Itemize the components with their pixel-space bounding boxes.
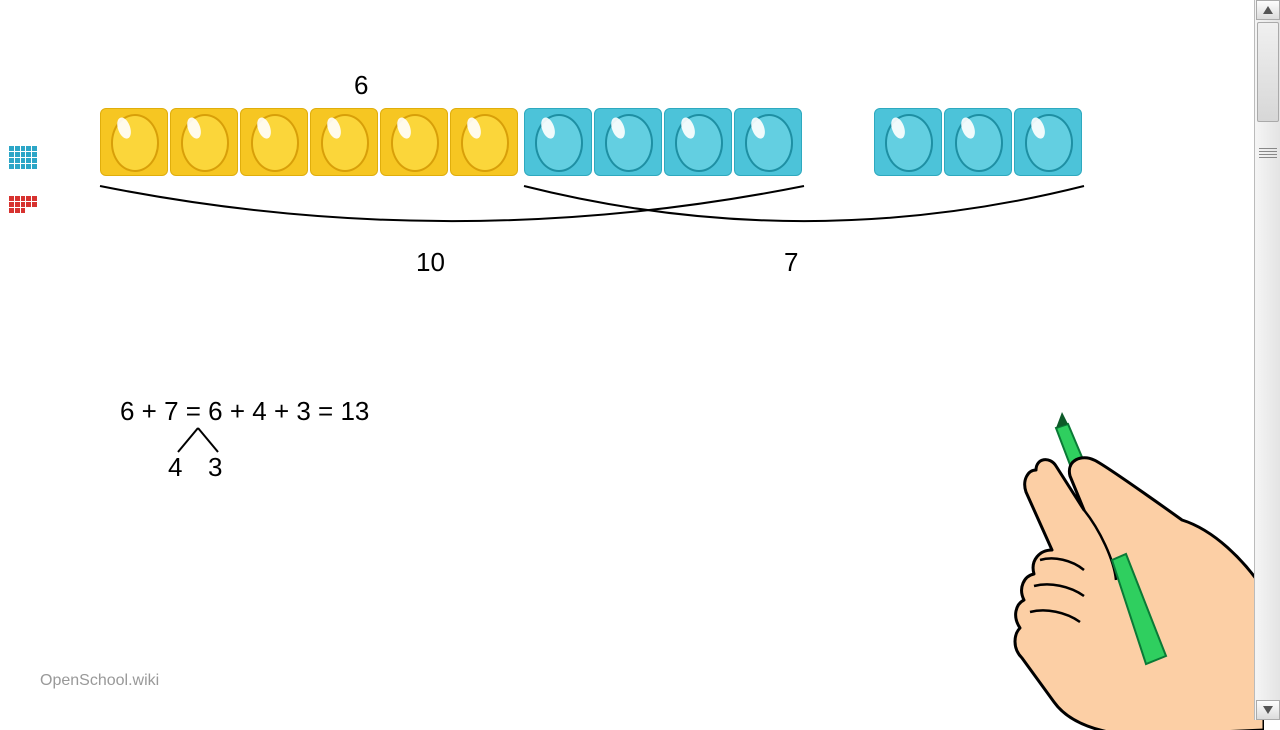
whiteboard-canvas: 6 10 7 6 + 7 = 6 + 4 + 3 = 13 4 3 OpenSc… — [0, 0, 1254, 720]
scrollbar-grip-icon — [1259, 148, 1277, 160]
chevron-up-icon — [1263, 6, 1273, 14]
label-ten: 10 — [416, 247, 445, 278]
chevron-down-icon — [1263, 706, 1273, 714]
watermark-text: OpenSchool.wiki — [40, 672, 159, 690]
vertical-scrollbar[interactable] — [1254, 0, 1280, 720]
scroll-down-button[interactable] — [1256, 700, 1280, 720]
split-three: 3 — [208, 452, 222, 483]
split-four: 4 — [168, 452, 182, 483]
drawing-hand-icon — [944, 410, 1264, 730]
label-seven: 7 — [784, 247, 798, 278]
scroll-up-button[interactable] — [1256, 0, 1280, 20]
number-bond-split — [0, 0, 400, 520]
scrollbar-thumb[interactable] — [1257, 22, 1279, 122]
